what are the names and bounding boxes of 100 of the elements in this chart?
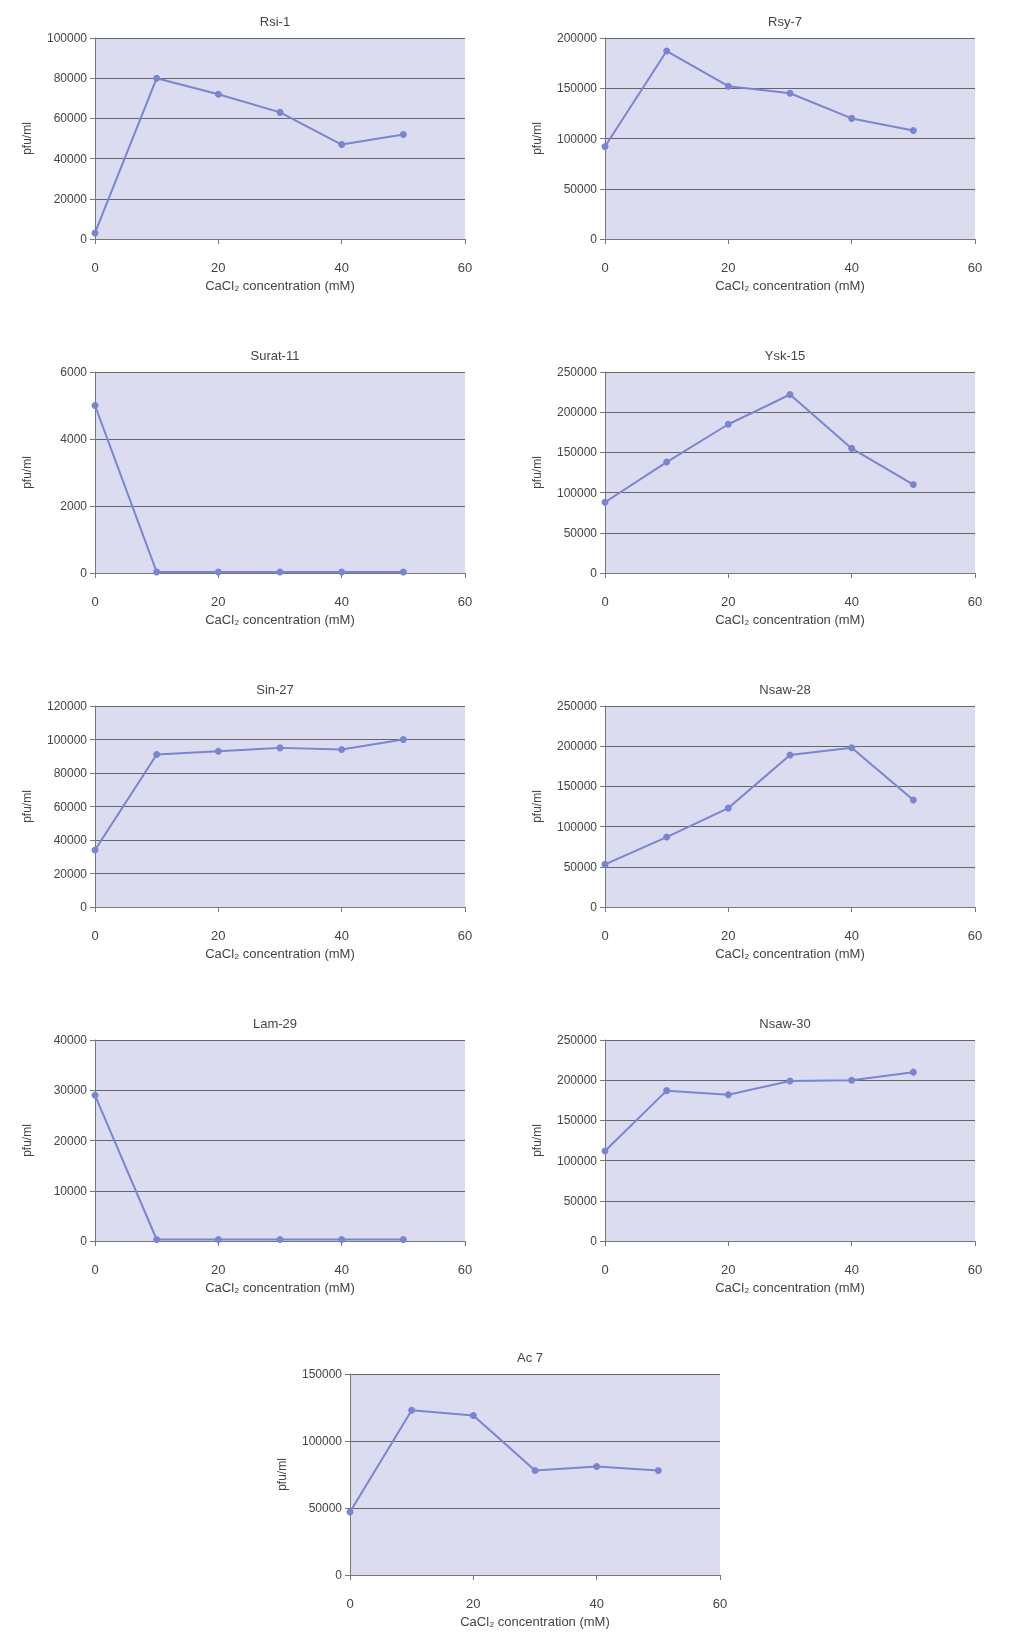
y-tick-label: 30000	[53, 1083, 88, 1098]
y-tick-label: 0	[80, 232, 88, 246]
chart-title: Rsy-7	[768, 14, 802, 29]
x-tick-label: 20	[721, 594, 736, 609]
y-axis-title: pfu/ml	[530, 1124, 544, 1157]
y-tick-label: 20000	[53, 191, 88, 206]
y-tick-label: 150000	[301, 1367, 343, 1381]
y-tick-label: 100000	[556, 131, 598, 146]
x-tick-label: 20	[721, 260, 736, 275]
y-tick-label: 100000	[46, 732, 88, 747]
x-axis-title: CaCl₂ concentration (mM)	[205, 946, 355, 961]
x-tick-label: 60	[967, 594, 983, 609]
y-tick-label: 60000	[53, 111, 88, 126]
y-tick-label: 0	[335, 1568, 343, 1582]
y-axis-title: pfu/ml	[20, 122, 34, 155]
x-axis-title: CaCl₂ concentration (mM)	[715, 946, 865, 961]
chart-title: Sin-27	[256, 682, 294, 697]
chart-title: Rsi-1	[259, 14, 291, 29]
x-axis-title: CaCl₂ concentration (mM)	[205, 278, 355, 293]
y-tick-label: 200000	[556, 1073, 598, 1088]
y-tick-label: 150000	[556, 1113, 598, 1128]
x-axis-title: CaCl₂ concentration (mM)	[205, 612, 355, 627]
chart-title: Ac 7	[516, 1350, 544, 1365]
chart-title: Ysk-15	[764, 348, 806, 363]
x-tick-label: 0	[601, 928, 609, 943]
chart-title: Surat-11	[250, 348, 300, 363]
y-tick-label: 4000	[60, 432, 88, 446]
y-tick-label: 60000	[53, 799, 88, 814]
y-tick-label: 100000	[301, 1434, 343, 1448]
chart-title: Nsaw-28	[759, 682, 811, 697]
x-tick-label: 0	[91, 1262, 99, 1277]
y-tick-label: 50000	[563, 525, 598, 540]
x-tick-label: 40	[334, 928, 349, 943]
y-tick-label: 50000	[563, 1193, 598, 1208]
x-tick-label: 40	[334, 260, 349, 275]
y-tick-label: 120000	[46, 699, 88, 713]
x-axis-title: CaCl₂ concentration (mM)	[715, 278, 865, 293]
x-tick-label: 20	[211, 594, 226, 609]
y-tick-label: 250000	[556, 699, 598, 713]
x-tick-label: 40	[334, 1262, 349, 1277]
x-tick-label: 60	[457, 1262, 473, 1277]
y-tick-label: 80000	[53, 71, 88, 86]
y-tick-label: 2000	[60, 499, 88, 513]
chart-title: Lam-29	[252, 1016, 298, 1031]
x-tick-label: 0	[91, 928, 99, 943]
x-tick-label: 0	[601, 260, 609, 275]
x-tick-label: 20	[211, 928, 226, 943]
y-tick-label: 200000	[556, 31, 598, 45]
chart-title: Nsaw-30	[759, 1016, 811, 1031]
y-tick-label: 250000	[556, 1033, 598, 1047]
y-tick-label: 100000	[46, 31, 88, 45]
x-tick-label: 20	[211, 260, 226, 275]
y-tick-label: 40000	[53, 151, 88, 166]
y-tick-label: 80000	[53, 766, 88, 780]
y-tick-label: 200000	[556, 405, 598, 420]
x-tick-label: 40	[844, 1262, 859, 1277]
x-axis-title: CaCl₂ concentration (mM)	[205, 1280, 355, 1295]
y-tick-label: 40000	[53, 1033, 88, 1047]
x-axis-title: CaCl₂ concentration (mM)	[460, 1614, 610, 1629]
x-tick-label: 60	[967, 260, 983, 275]
y-tick-label: 0	[590, 232, 598, 246]
y-tick-label: 10000	[53, 1183, 88, 1198]
x-axis-title: CaCl₂ concentration (mM)	[715, 1280, 865, 1295]
y-tick-label: 100000	[556, 485, 598, 500]
y-tick-label: 0	[80, 1234, 88, 1248]
x-tick-label: 60	[967, 1262, 983, 1277]
x-tick-label: 40	[844, 594, 859, 609]
y-tick-label: 40000	[53, 833, 88, 847]
x-tick-label: 40	[844, 260, 859, 275]
x-tick-label: 0	[91, 594, 99, 609]
x-axis-title: CaCl₂ concentration (mM)	[715, 612, 865, 627]
y-tick-label: 6000	[60, 365, 88, 379]
y-axis-title: pfu/ml	[20, 456, 34, 489]
y-axis-title: pfu/ml	[275, 1458, 289, 1491]
x-tick-label: 40	[589, 1596, 604, 1611]
y-tick-label: 0	[590, 1234, 598, 1248]
y-axis-title: pfu/ml	[530, 456, 544, 489]
y-tick-label: 150000	[556, 81, 598, 96]
y-tick-label: 20000	[53, 1133, 88, 1148]
y-tick-label: 0	[80, 566, 88, 580]
x-tick-label: 60	[967, 928, 983, 943]
x-tick-label: 20	[466, 1596, 481, 1611]
y-tick-label: 150000	[556, 445, 598, 460]
y-tick-label: 100000	[556, 819, 598, 834]
y-tick-label: 50000	[563, 181, 598, 196]
y-tick-label: 0	[590, 566, 598, 580]
x-tick-label: 60	[457, 594, 473, 609]
y-axis-title: pfu/ml	[20, 790, 34, 823]
x-tick-label: 60	[457, 928, 473, 943]
x-tick-label: 0	[346, 1596, 354, 1611]
x-tick-label: 20	[211, 1262, 226, 1277]
y-tick-label: 150000	[556, 779, 598, 794]
y-tick-label: 250000	[556, 365, 598, 379]
x-tick-label: 40	[844, 928, 859, 943]
x-tick-label: 0	[601, 1262, 609, 1277]
y-tick-label: 50000	[563, 859, 598, 874]
x-tick-label: 20	[721, 928, 736, 943]
y-tick-label: 100000	[556, 1153, 598, 1168]
y-tick-label: 50000	[308, 1501, 343, 1515]
y-axis-title: pfu/ml	[20, 1124, 34, 1157]
